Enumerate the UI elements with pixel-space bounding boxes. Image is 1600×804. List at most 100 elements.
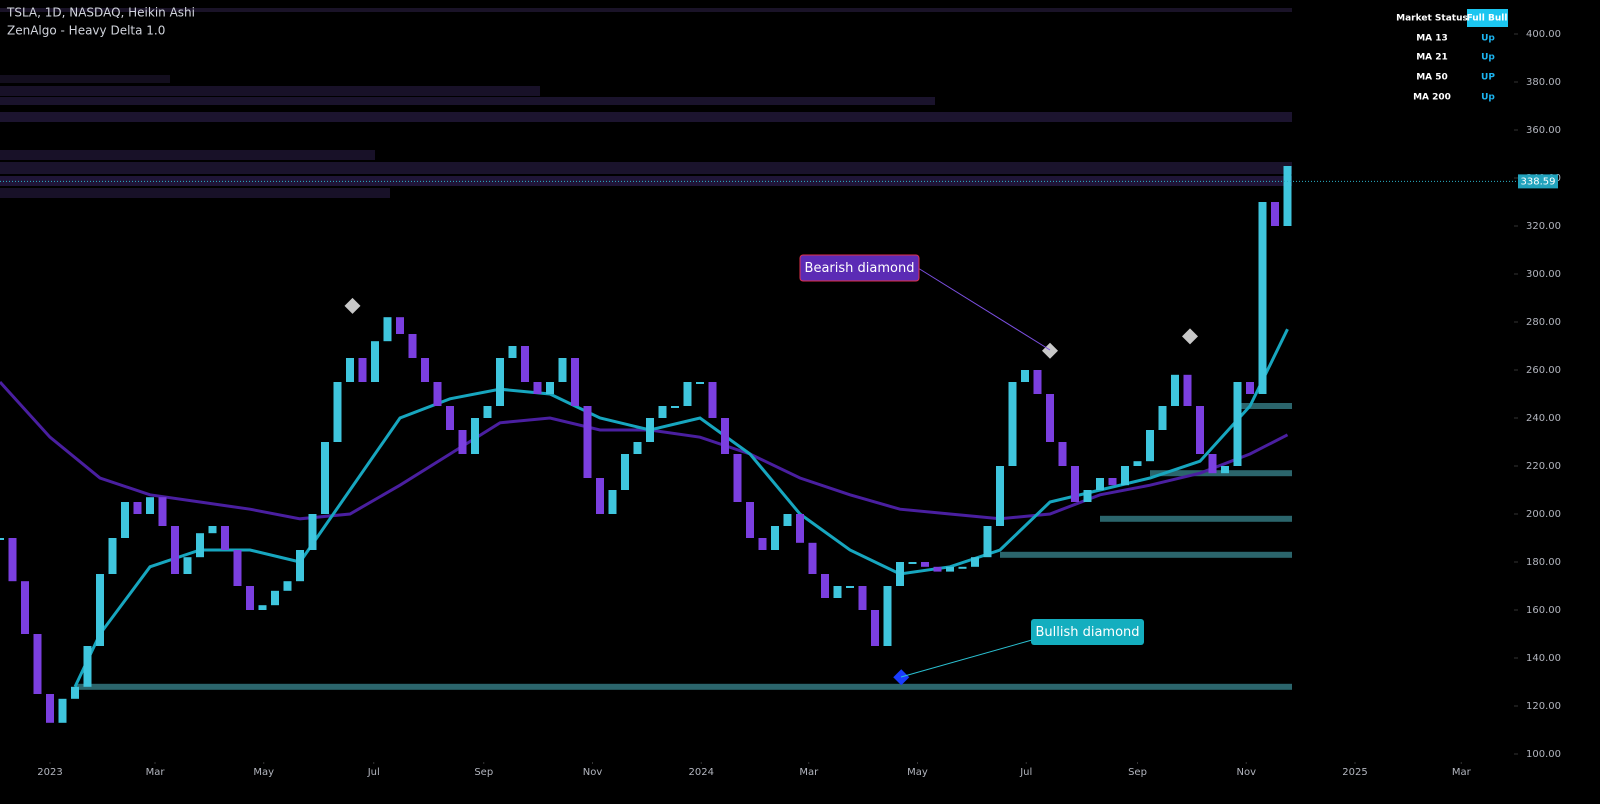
y-tick-label: 280.00 [1526,317,1561,328]
candle [921,562,929,567]
candle [496,358,504,406]
candle [1171,374,1179,406]
candle [1096,478,1104,490]
support-level [1000,551,1292,558]
x-tick-label: May [253,767,274,778]
candle [696,382,704,384]
x-tick-label: 2024 [689,767,714,778]
y-tick-label: 140.00 [1526,653,1561,664]
candle [808,542,817,574]
table-cell: MA 50 [1416,73,1448,83]
candle [46,694,54,723]
candle [371,341,379,382]
candle [108,538,117,574]
candle [258,605,267,610]
candle [633,442,642,454]
annotation-connector [900,639,1033,678]
table-cell: UP [1481,73,1495,83]
candle [471,418,479,454]
candle [146,497,154,514]
y-tick-label: 220.00 [1526,461,1561,472]
diamond-marker [1042,342,1058,359]
candle [1008,382,1017,466]
candle [183,557,192,574]
y-tick-label: 300.00 [1526,269,1561,280]
candle [996,466,1004,526]
candle [958,566,967,569]
candle [1246,382,1254,394]
candle [746,502,754,538]
candle [508,346,517,358]
candle [446,406,454,430]
chart-title: TSLA, 1D, NASDAQ, Heikin Ashi [6,6,195,20]
candle [571,358,579,406]
x-tick-label: Sep [474,767,493,778]
candle [896,562,904,586]
table-cell: Up [1481,34,1495,44]
candle [783,514,792,526]
status-badge [1467,9,1508,27]
candle [983,526,992,558]
support-level [1100,515,1292,522]
y-tick-label: 240.00 [1526,413,1561,424]
candle [1146,430,1154,462]
candle [1183,374,1192,406]
candle [358,358,367,382]
candle [758,538,767,550]
candle [233,550,242,586]
candle [158,497,167,526]
y-tick-label: 260.00 [1526,365,1561,376]
last-price-box [1518,174,1558,189]
table-cell: Up [1481,93,1495,103]
diamond-marker [344,297,361,314]
candle [521,346,529,382]
x-tick-label: Nov [583,767,603,778]
y-tick-label: 100.00 [1526,749,1561,760]
candle [946,566,954,572]
last-price-label: 338.59 [1521,176,1556,187]
candle [1283,166,1292,226]
indicator-name: ZenAlgo - Heavy Delta 1.0 [7,24,165,38]
candle [0,538,4,540]
x-tick-label: Sep [1128,767,1147,778]
candle [1271,202,1279,226]
candle [296,550,304,582]
annotation-text: Bearish diamond [805,261,915,276]
candle [1158,406,1167,430]
candle [721,418,729,454]
y-tick-label: 160.00 [1526,605,1561,616]
candle [1033,370,1042,394]
table-header: Full Bull [1467,14,1508,24]
candle [396,317,404,334]
candle [246,586,254,610]
candle [33,634,42,694]
y-tick-label: 380.00 [1526,77,1561,88]
candle [1046,394,1054,442]
candle [771,526,779,550]
x-tick-label: Mar [799,767,819,778]
candle [608,490,617,514]
y-tick-label: 320.00 [1526,221,1561,232]
candle [1258,202,1267,394]
candle [671,406,679,408]
annotation-connector [917,267,1051,351]
x-tick-label: Mar [1452,767,1472,778]
annotation-box [799,254,920,282]
candle [933,566,942,572]
candle [221,526,229,550]
x-tick-label: May [907,767,928,778]
candle [8,538,17,582]
candle [1221,466,1229,474]
candle [58,698,67,723]
candle [658,406,667,418]
candle [733,454,742,502]
candle [1083,490,1092,502]
candle [971,557,979,567]
x-tick-label: Jul [1019,767,1032,778]
candle [821,574,829,598]
candle [133,502,142,514]
candle [1208,454,1217,474]
candle [21,581,29,634]
candle [1071,466,1079,502]
